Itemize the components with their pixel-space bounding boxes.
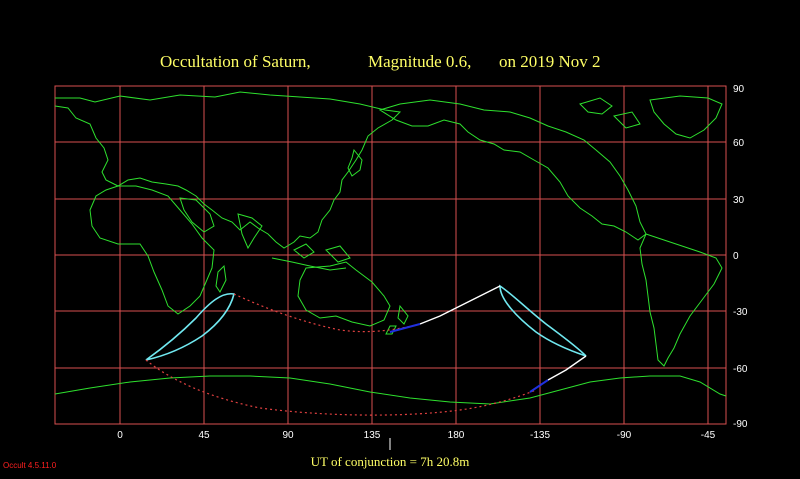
lon-tick-45: 45	[198, 430, 210, 441]
lon-tick-135: 135	[364, 430, 381, 441]
lat-tick-minus-30: -30	[733, 307, 748, 318]
lat-tick-30: 30	[733, 195, 745, 206]
lon-tick-minus-135: -135	[530, 430, 550, 441]
coast-greenland	[649, 95, 723, 139]
ground-track-north	[419, 285, 501, 325]
lat-tick-60: 60	[733, 138, 745, 149]
coast-north-america	[378, 99, 647, 241]
coast-australia	[297, 261, 391, 327]
conjunction-label: UT of conjunction = 7h 20.8m	[311, 454, 470, 469]
lon-tick-90: 90	[282, 430, 294, 441]
coast-africa	[89, 185, 215, 315]
title-object: Occultation of Saturn,	[160, 52, 311, 71]
ground-track-south-dark	[529, 379, 549, 393]
coast-antarctica	[54, 375, 727, 405]
lat-tick-0: 0	[733, 251, 739, 262]
lat-tick-90: 90	[733, 84, 745, 95]
lat-tick-minus-60: -60	[733, 364, 748, 375]
coast-eurasia	[54, 91, 402, 249]
coast-arabia	[179, 197, 215, 233]
occultation-paths	[145, 284, 587, 416]
lat-tick-minus-90: -90	[733, 419, 748, 430]
ground-track-north-dark	[389, 323, 421, 333]
version-label: Occult 4.5.11.0	[3, 461, 57, 470]
coastlines	[54, 91, 727, 405]
title-date: on 2019 Nov 2	[499, 52, 601, 71]
coast-madagascar	[215, 264, 227, 293]
coast-arctic-islands	[579, 97, 641, 129]
graticule	[54, 85, 727, 425]
northern-limit-west	[145, 293, 235, 361]
coast-india	[237, 213, 263, 250]
lon-tick-0: 0	[117, 430, 123, 441]
title-magnitude: Magnitude 0.6,	[368, 52, 471, 71]
ground-track-south	[547, 355, 587, 381]
coast-indonesia	[271, 243, 351, 271]
lon-tick-minus-45: -45	[701, 430, 716, 441]
coast-japan	[347, 148, 363, 177]
coast-south-america	[639, 233, 723, 367]
lon-tick-180: 180	[448, 430, 465, 441]
lon-tick-minus-90: -90	[617, 430, 632, 441]
